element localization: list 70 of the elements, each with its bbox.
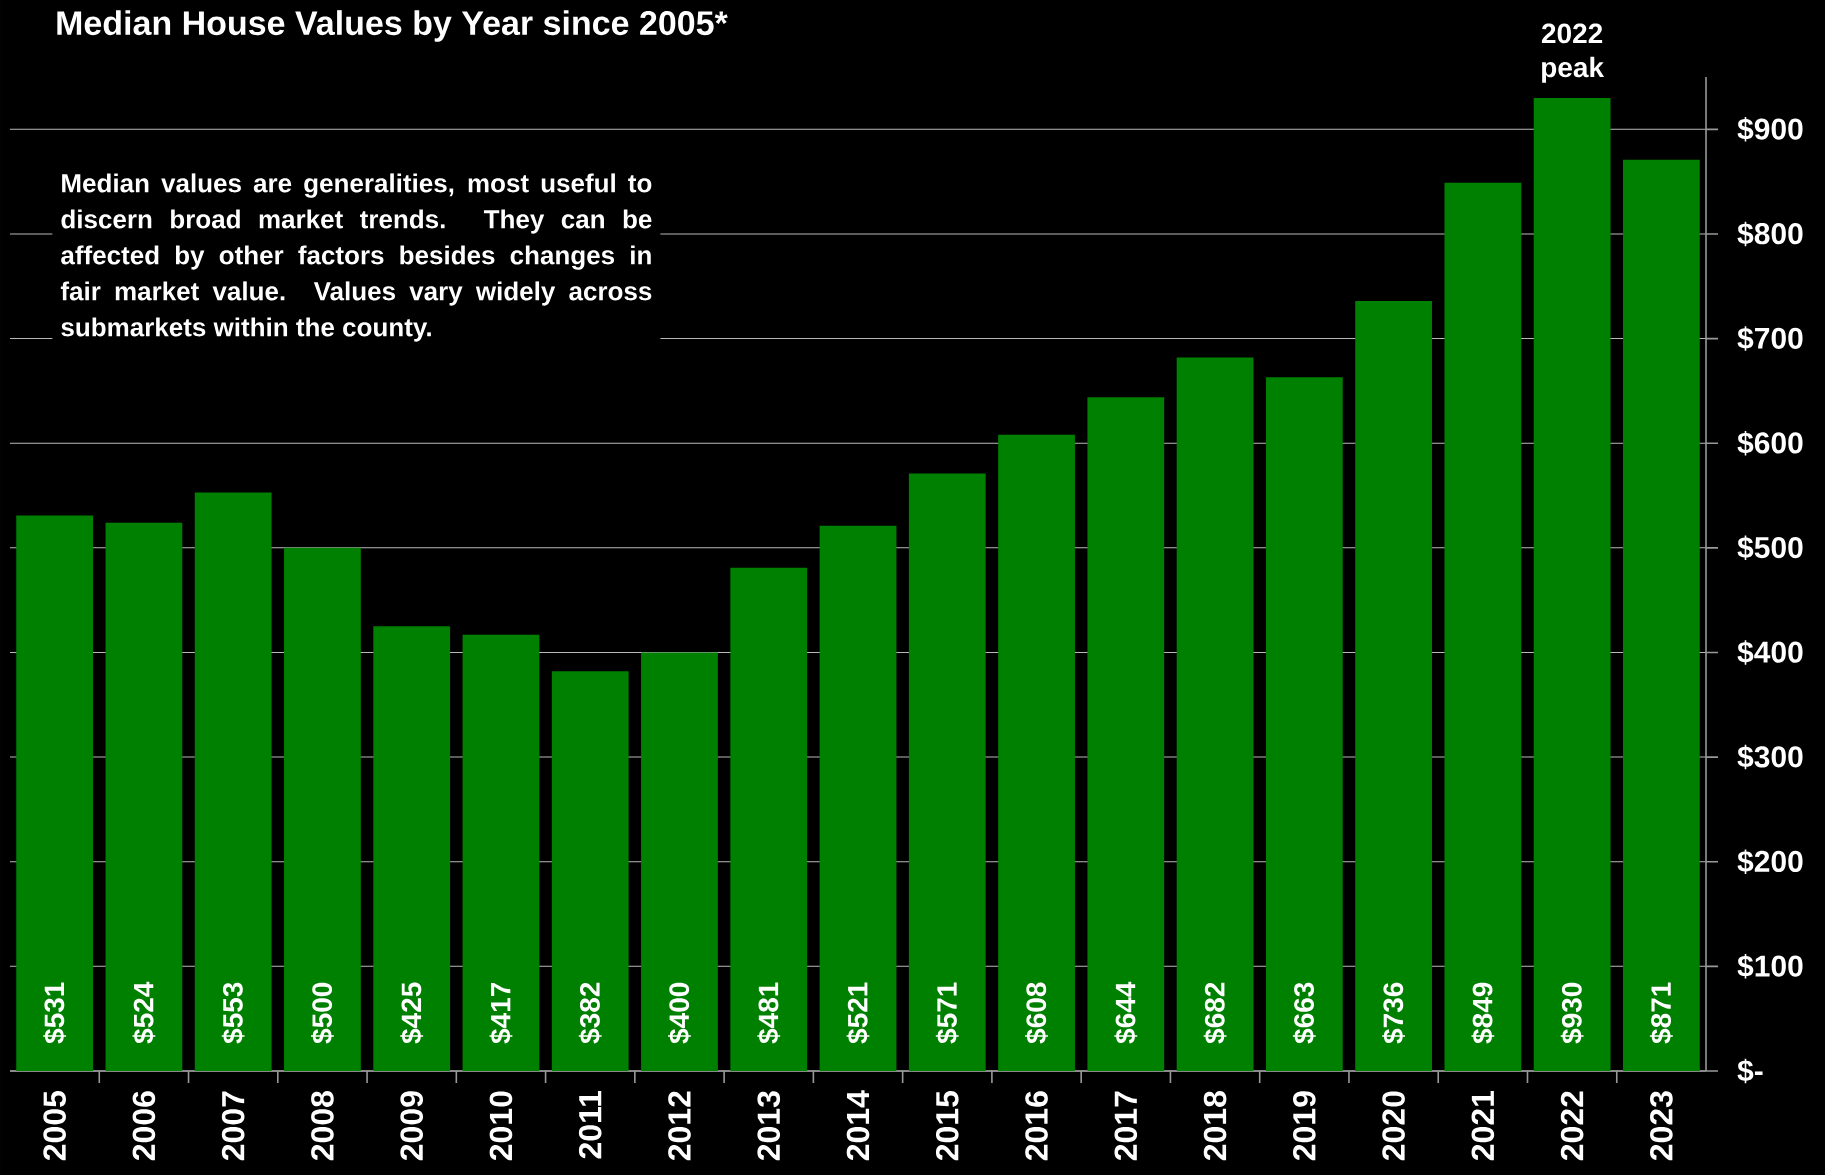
y-tick-label: $200 bbox=[1737, 849, 1803, 874]
y-tick-label: $500 bbox=[1737, 535, 1803, 561]
data-label: $481 bbox=[757, 982, 781, 1044]
data-label: $521 bbox=[846, 982, 870, 1044]
y-tick-label: $300 bbox=[1737, 744, 1803, 770]
data-label: $524 bbox=[132, 981, 156, 1044]
x-tick-label: 2017 bbox=[1114, 1091, 1138, 1161]
bar bbox=[1265, 377, 1343, 1071]
x-tick-label: 2014 bbox=[846, 1090, 870, 1161]
x-tick-label: 2006 bbox=[132, 1091, 156, 1161]
y-tick-label: $- bbox=[1737, 1058, 1763, 1084]
annotation: Median values are generalities, most useful to discern broad market trends. They can be affected by other factors besides changes in fair market value. Values vary widely across submarkets within the county. bbox=[60, 173, 652, 342]
x-tick-label: 2018 bbox=[1203, 1091, 1227, 1161]
x-tick-label: 2011 bbox=[578, 1090, 602, 1159]
bar bbox=[462, 634, 540, 1071]
bar bbox=[908, 473, 986, 1071]
x-tick-label: 2013 bbox=[757, 1091, 781, 1161]
x-tick-label: 2007 bbox=[221, 1091, 245, 1161]
data-label: $400 bbox=[668, 982, 691, 1044]
x-tick-label: 2020 bbox=[1382, 1091, 1405, 1161]
y-tick-label: $100 bbox=[1737, 954, 1803, 979]
data-label: $930 bbox=[1560, 982, 1584, 1044]
data-label: $608 bbox=[1025, 982, 1048, 1044]
bar bbox=[551, 671, 629, 1071]
x-tick-label: 2012 bbox=[668, 1091, 691, 1161]
bar bbox=[1087, 397, 1165, 1071]
data-label: $417 bbox=[489, 982, 513, 1044]
bar bbox=[641, 652, 718, 1071]
bar bbox=[1444, 182, 1522, 1071]
data-label: $644 bbox=[1114, 981, 1138, 1044]
chart-title: Median House Values by Year since 2005* bbox=[57, 10, 728, 42]
bar bbox=[373, 626, 451, 1071]
bar bbox=[998, 434, 1075, 1071]
data-label: $553 bbox=[221, 982, 245, 1044]
data-label: $500 bbox=[310, 982, 334, 1044]
x-tick-label: 2005 bbox=[43, 1090, 66, 1161]
bar bbox=[1533, 97, 1611, 1071]
y-tick-label: $600 bbox=[1737, 430, 1803, 456]
x-tick-label: 2019 bbox=[1293, 1091, 1316, 1161]
x-tick-label: 2021 bbox=[1471, 1090, 1495, 1161]
data-label: $531 bbox=[43, 982, 67, 1044]
bar bbox=[194, 492, 272, 1071]
bar bbox=[284, 547, 361, 1071]
x-tick-label: 2010 bbox=[489, 1091, 513, 1161]
bar bbox=[105, 522, 183, 1071]
data-label: $849 bbox=[1471, 982, 1495, 1044]
bar bbox=[730, 567, 808, 1071]
data-label: $871 bbox=[1649, 982, 1673, 1044]
x-tick-label: 2008 bbox=[311, 1091, 334, 1161]
x-tick-label: 2009 bbox=[400, 1091, 424, 1161]
annotation: 2022 peak bbox=[1541, 23, 1605, 83]
data-label: $663 bbox=[1292, 982, 1316, 1044]
y-tick-label: $700 bbox=[1737, 326, 1803, 351]
x-tick-label: 2016 bbox=[1025, 1091, 1048, 1161]
data-label: $382 bbox=[578, 982, 602, 1044]
x-tick-label: 2015 bbox=[935, 1090, 959, 1161]
bar bbox=[1623, 159, 1700, 1071]
bar bbox=[1176, 357, 1254, 1071]
data-label: $571 bbox=[935, 982, 959, 1044]
bar bbox=[819, 525, 897, 1071]
data-label: $425 bbox=[400, 982, 424, 1044]
y-tick-label: $800 bbox=[1737, 221, 1803, 247]
bar bbox=[16, 515, 94, 1071]
x-tick-label: 2023 bbox=[1650, 1091, 1673, 1161]
bar bbox=[1355, 300, 1432, 1071]
data-label: $736 bbox=[1382, 982, 1406, 1044]
y-tick-label: $900 bbox=[1737, 117, 1803, 142]
x-tick-label: 2022 bbox=[1560, 1091, 1584, 1161]
y-tick-label: $400 bbox=[1737, 640, 1803, 665]
data-label: $682 bbox=[1203, 982, 1227, 1044]
